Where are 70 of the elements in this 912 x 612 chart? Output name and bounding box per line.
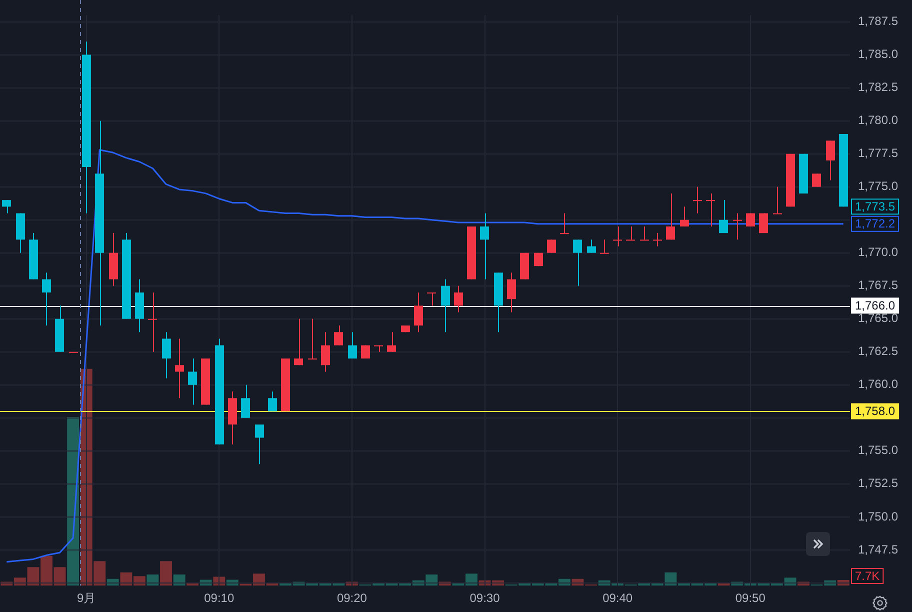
y-tick-label: 1,777.5 bbox=[858, 146, 898, 160]
candlestick bbox=[294, 318, 303, 366]
candlestick bbox=[746, 212, 755, 227]
y-tick-label: 1,767.5 bbox=[858, 278, 898, 292]
candlestick bbox=[507, 272, 516, 313]
candlestick bbox=[175, 338, 184, 399]
candlestick bbox=[387, 332, 396, 352]
y-tick-label: 1,762.5 bbox=[858, 344, 898, 358]
x-tick-label: 09:20 bbox=[336, 591, 368, 606]
y-tick-label: 1,785.0 bbox=[858, 47, 898, 62]
candlestick bbox=[480, 212, 489, 280]
y-tick-label: 1,750.0 bbox=[858, 509, 898, 524]
y-tick-label: 1,780.0 bbox=[858, 113, 898, 128]
ref-line-label: 1,758.0 bbox=[855, 404, 896, 418]
candlestick bbox=[826, 140, 835, 181]
y-tick-label: 1,787.5 bbox=[858, 14, 898, 28]
candlestick bbox=[148, 292, 157, 352]
candlestick bbox=[241, 384, 250, 418]
bar bbox=[67, 416, 80, 586]
ref-line-label: 1,766.0 bbox=[855, 298, 896, 312]
candlestick bbox=[653, 232, 662, 247]
candlestick bbox=[693, 186, 702, 214]
candlestick bbox=[640, 226, 649, 241]
y-tick-label: 1,770.0 bbox=[858, 245, 898, 260]
candlestick bbox=[42, 272, 51, 326]
candlestick bbox=[573, 239, 582, 286]
x-tick-label: 09:50 bbox=[735, 591, 766, 606]
x-tick-label: 9月 bbox=[76, 591, 96, 606]
candlestick bbox=[706, 192, 715, 227]
candlestick bbox=[733, 212, 742, 240]
candlestick bbox=[719, 200, 728, 234]
candlestick bbox=[2, 200, 11, 214]
candlestick bbox=[268, 391, 277, 412]
candlestick bbox=[560, 212, 569, 234]
candlestick bbox=[348, 332, 357, 359]
candlestick bbox=[427, 292, 436, 306]
candlestick bbox=[162, 332, 171, 379]
y-tick-label: 1,765.0 bbox=[858, 311, 898, 326]
candlestick bbox=[441, 278, 450, 333]
candlestick bbox=[773, 186, 782, 214]
y-tick-label: 1,760.0 bbox=[858, 377, 898, 392]
candlestick bbox=[547, 239, 556, 254]
y-tick-label: 1,747.5 bbox=[858, 542, 898, 556]
candlestick bbox=[812, 173, 821, 188]
bar bbox=[173, 574, 186, 586]
y-tick-label: 1,775.0 bbox=[858, 179, 898, 194]
candlestick bbox=[414, 292, 423, 333]
y-tick-label: 1,782.5 bbox=[858, 80, 898, 94]
candlestick bbox=[626, 226, 635, 241]
y-tick-label: 1,752.5 bbox=[858, 476, 898, 490]
candlestick bbox=[454, 285, 463, 313]
text: 7.7K bbox=[855, 568, 880, 583]
candlestick bbox=[188, 358, 197, 406]
candlestick bbox=[255, 424, 264, 465]
candlestick bbox=[361, 344, 370, 359]
y-tick-label: 1,755.0 bbox=[858, 443, 898, 458]
bar bbox=[160, 561, 172, 586]
candlestick bbox=[680, 206, 689, 227]
x-tick-label: 09:30 bbox=[470, 591, 500, 606]
candlestick bbox=[600, 239, 609, 254]
text: 1,773.5 bbox=[855, 199, 896, 214]
candlestick bbox=[308, 318, 317, 360]
x-tick-label: 09:10 bbox=[204, 591, 234, 606]
candlestick bbox=[587, 239, 596, 254]
candlestick bbox=[666, 192, 675, 240]
candlestick bbox=[613, 226, 622, 247]
candlestick bbox=[321, 332, 330, 372]
candlestick bbox=[334, 324, 343, 346]
text: 1,772.2 bbox=[855, 216, 896, 231]
x-tick-label: 09:40 bbox=[602, 591, 633, 606]
